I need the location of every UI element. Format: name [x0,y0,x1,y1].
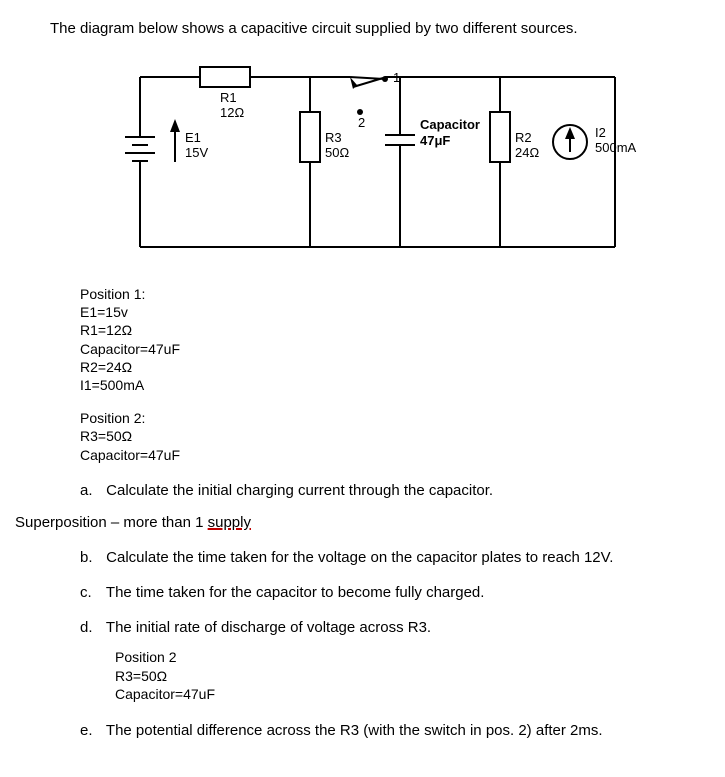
superposition-pre: Superposition – more than 1 [15,514,208,531]
r3-label: R3 [325,130,342,145]
e1-label: E1 [185,130,201,145]
e1-value: 15V [185,145,208,160]
pos1-l3: Capacitor=47uF [80,340,685,358]
capacitor-value: 47μF [420,133,450,148]
question-e: e. The potential difference across the R… [80,722,685,739]
qb-prefix: b. [80,549,102,566]
pos1-title: Position 1: [80,285,685,303]
r1-value: 12Ω [220,105,244,120]
pos2-title: Position 2: [80,409,685,427]
r2-label: R2 [515,130,532,145]
position2b-block: Position 2 R3=50Ω Capacitor=47uF [115,648,685,705]
question-b: b. Calculate the time taken for the volt… [80,549,685,566]
pos2b-l1: R3=50Ω [115,667,685,686]
superposition-note: Superposition – more than 1 supply [15,514,685,531]
i2-label: I2 [595,125,606,140]
r3-value: 50Ω [325,145,349,160]
switch-pos2-label: 2 [358,115,365,130]
question-a: a. Calculate the initial charging curren… [80,482,685,499]
qe-text: The potential difference across the R3 (… [106,722,603,739]
circuit-diagram: 1 2 E1 15V R1 12Ω R3 50Ω Capacitor 47μF … [80,57,685,260]
pos2b-l2: Capacitor=47uF [115,685,685,704]
pos1-l2: R1=12Ω [80,321,685,339]
intro-text: The diagram below shows a capacitive cir… [50,20,685,37]
qd-prefix: d. [80,619,102,636]
pos1-l5: I1=500mA [80,376,685,394]
pos2b-title: Position 2 [115,648,685,667]
qd-text: The initial rate of discharge of voltage… [106,619,431,636]
pos1-l4: R2=24Ω [80,358,685,376]
pos2-l1: R3=50Ω [80,427,685,445]
i2-value: 500mA [595,140,637,155]
qc-prefix: c. [80,584,102,601]
pos1-l1: E1=15v [80,303,685,321]
superposition-word: supply [208,514,251,531]
position1-block: Position 1: E1=15v R1=12Ω Capacitor=47uF… [80,285,685,394]
qe-prefix: e. [80,722,102,739]
qa-prefix: a. [80,482,102,499]
position2-block: Position 2: R3=50Ω Capacitor=47uF [80,409,685,464]
qc-text: The time taken for the capacitor to beco… [106,584,485,601]
r1-label: R1 [220,90,237,105]
capacitor-label: Capacitor [420,117,480,132]
qa-text: Calculate the initial charging current t… [106,482,493,499]
question-d: d. The initial rate of discharge of volt… [80,619,685,636]
question-c: c. The time taken for the capacitor to b… [80,584,685,601]
pos2-l2: Capacitor=47uF [80,446,685,464]
r2-value: 24Ω [515,145,539,160]
qb-text: Calculate the time taken for the voltage… [106,549,613,566]
